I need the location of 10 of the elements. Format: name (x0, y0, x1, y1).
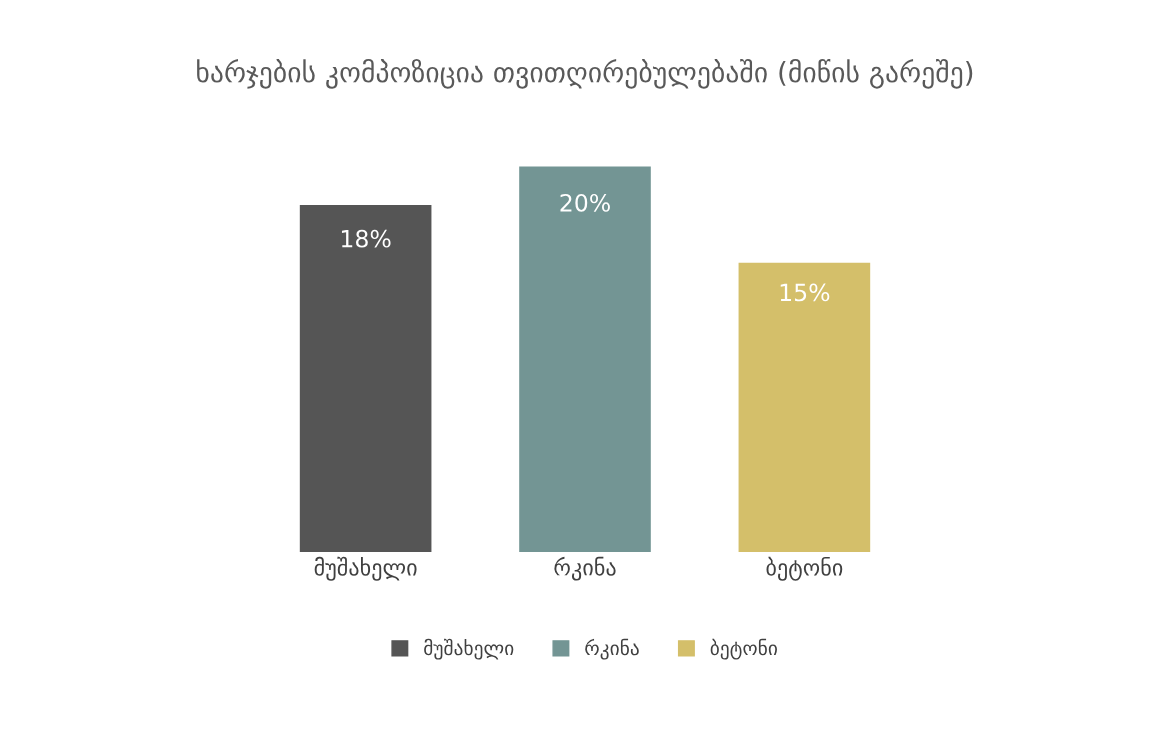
data-label: 20% (560, 193, 610, 212)
data-label: 18% (341, 229, 391, 248)
x-tick-label: ბეტონი (766, 556, 843, 581)
x-tick-label: მუშახელი (314, 556, 417, 581)
chart-title: ხარჯების კომპოზიცია თვითღირებულებაში (მიწის გარეშე) (197, 58, 973, 89)
x-tick-label: რკინა (554, 556, 616, 581)
legend-label: რკინა (585, 638, 639, 660)
legend-label: ბეტონი (710, 638, 777, 660)
legend-label: მუშახელი (424, 638, 514, 660)
data-label: 15% (780, 283, 830, 302)
